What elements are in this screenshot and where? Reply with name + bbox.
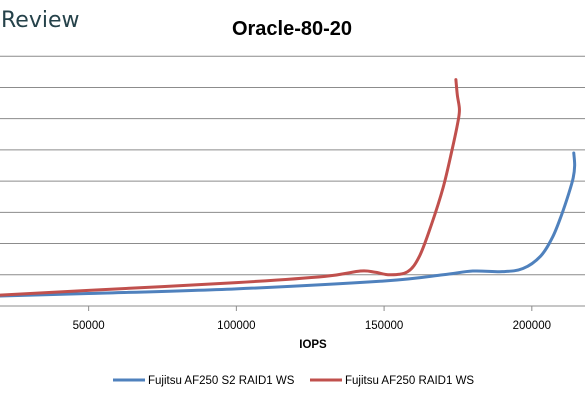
gridlines	[0, 55, 585, 276]
x-tick-label: 150000	[365, 320, 403, 332]
series-lines	[0, 78, 577, 298]
x-tick-label: 200000	[513, 320, 551, 332]
x-tick-labels: 50000 100000 150000 200000	[73, 320, 551, 332]
legend-label-series-2: Fujitsu AF250 RAID1 WS	[345, 375, 474, 387]
x-axis	[0, 305, 585, 311]
x-tick-label: 100000	[217, 320, 255, 332]
x-tick-label: 50000	[73, 320, 105, 332]
series-line-2	[0, 78, 461, 297]
chart-title: Oracle-80-20	[232, 18, 352, 40]
x-axis-label: IOPS	[299, 339, 327, 351]
legend: Fujitsu AF250 S2 RAID1 WS Fujitsu AF250 …	[113, 375, 474, 387]
brand-logo-text: Review	[1, 8, 80, 33]
legend-label-series-1: Fujitsu AF250 S2 RAID1 WS	[148, 375, 295, 387]
series-line-1	[0, 151, 577, 298]
